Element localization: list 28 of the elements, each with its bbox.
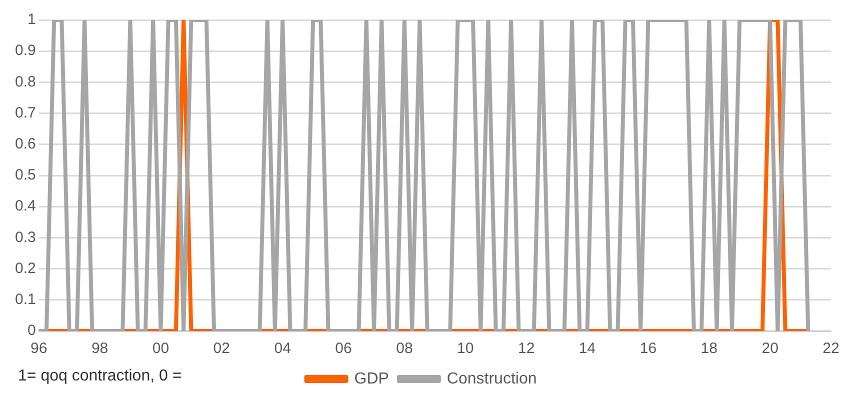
x-tick-label: 10 <box>457 340 474 358</box>
y-tick-label: 0.4 <box>14 198 36 215</box>
x-tick-label: 96 <box>30 340 48 358</box>
x-tick-label: 20 <box>762 340 778 358</box>
legend-label: Construction <box>446 370 537 388</box>
y-tick-label: 1 <box>28 11 36 28</box>
y-tick-label: 0.2 <box>14 260 36 277</box>
x-tick-label: 06 <box>335 340 352 358</box>
text: 1= qoq contraction, 0 = <box>18 367 182 384</box>
x-tick-label: 22 <box>822 340 840 358</box>
x-tick-label: 98 <box>91 340 108 358</box>
y-tick-label: 0 <box>28 322 36 340</box>
x-tick-label: 18 <box>700 340 718 358</box>
x-tick-label: 02 <box>213 340 230 358</box>
y-tick-label: 0.7 <box>14 104 36 122</box>
y-tick-label: 0.8 <box>14 73 36 90</box>
x-tick-label: 08 <box>396 340 413 358</box>
x-tick-label: 04 <box>274 340 291 358</box>
y-tick-label: 0.6 <box>14 136 36 153</box>
y-tick-label: 0.9 <box>14 42 36 60</box>
legend-label: GDP <box>354 370 389 388</box>
y-tick-label: 0.3 <box>14 228 36 246</box>
y-tick-label: 0.5 <box>14 166 36 184</box>
y-tick-label: 0.1 <box>14 291 36 308</box>
x-tick-label: 12 <box>518 340 535 358</box>
x-tick-label: 14 <box>578 340 596 358</box>
x-tick-label: 00 <box>152 340 170 358</box>
x-tick-label: 16 <box>640 340 657 358</box>
